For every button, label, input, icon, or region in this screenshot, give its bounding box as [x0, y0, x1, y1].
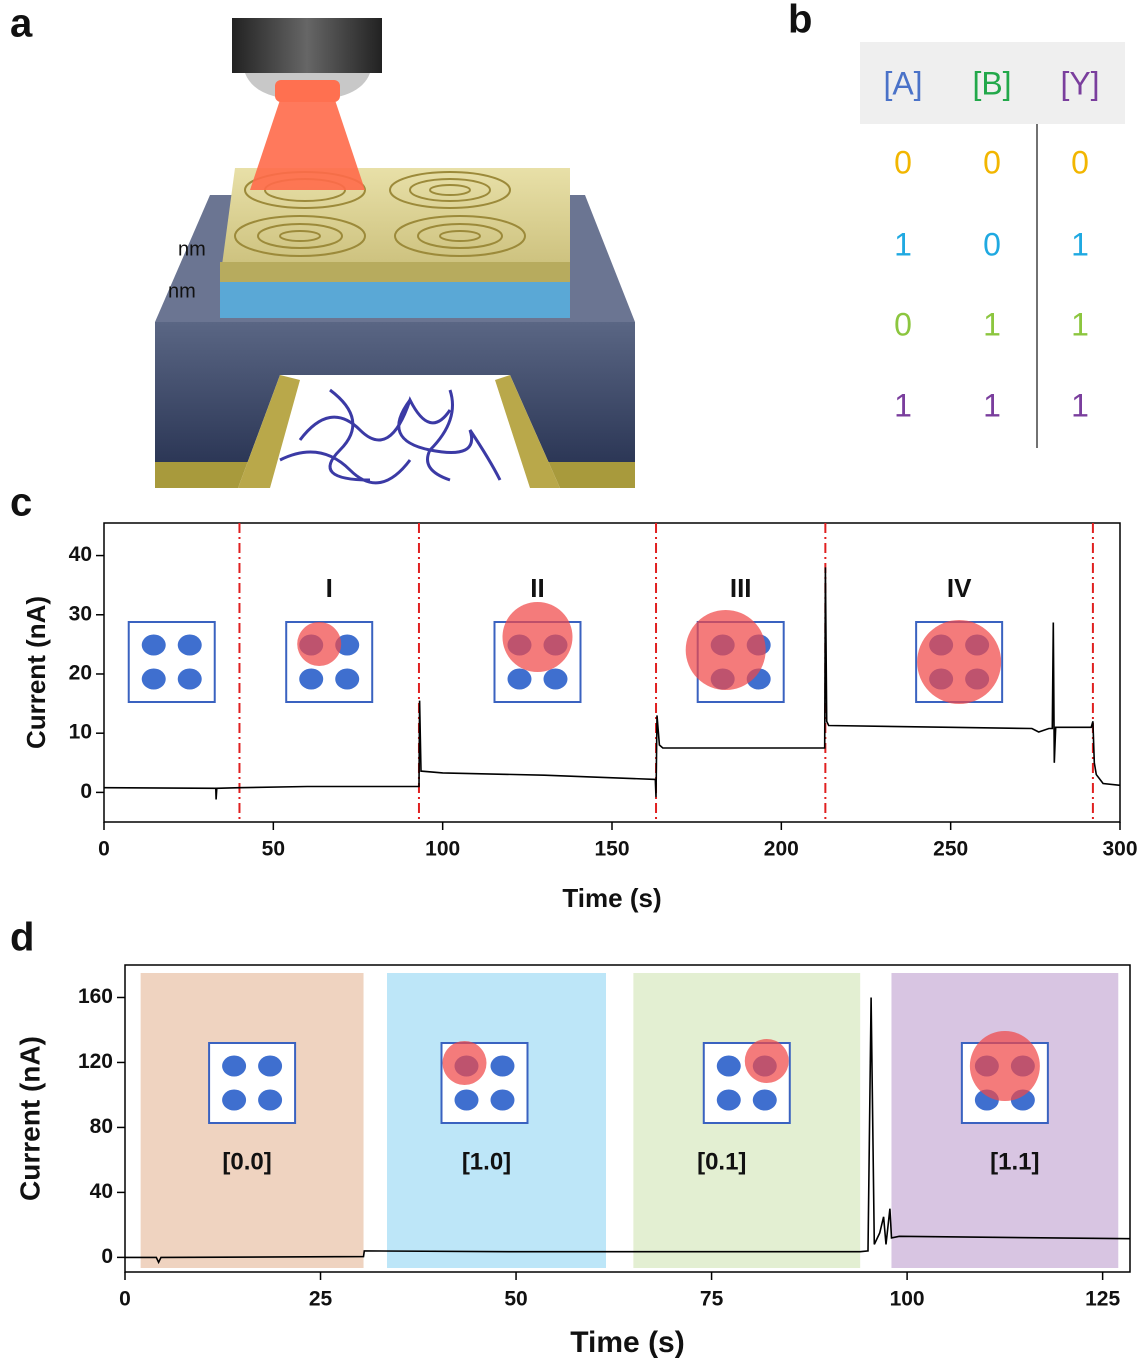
- y-tick-label: 40: [90, 1180, 113, 1203]
- state-label: [1.0]: [462, 1148, 511, 1175]
- light-spot: [745, 1039, 789, 1083]
- light-spot: [297, 622, 341, 666]
- light-spot: [917, 620, 1001, 704]
- table-cell: 1: [1071, 226, 1089, 262]
- x-tick-label: 125: [1085, 1288, 1120, 1311]
- light-spot: [502, 602, 572, 672]
- electrode: [178, 635, 202, 656]
- table-cell: 0: [983, 144, 1001, 180]
- table-cell: 0: [1071, 144, 1089, 180]
- electrode: [717, 1090, 741, 1111]
- state-label: [0.1]: [697, 1148, 746, 1175]
- panel-label: d: [10, 916, 34, 960]
- x-tick-label: 0: [98, 838, 110, 861]
- device-illustration: [155, 18, 635, 488]
- x-tick-label: 50: [262, 838, 285, 861]
- table-cell: 0: [894, 144, 912, 180]
- x-tick-label: 75: [700, 1288, 724, 1311]
- y-tick-label: 30: [69, 602, 92, 625]
- chip-icon: [129, 622, 215, 702]
- x-tick-label: 50: [504, 1288, 527, 1311]
- electrode: [454, 1090, 478, 1111]
- table-cell: 1: [983, 306, 1001, 342]
- table-header: [A]: [883, 65, 922, 101]
- x-tick-label: 150: [594, 838, 629, 861]
- phase-label: II: [530, 573, 544, 603]
- table-cell: 1: [1071, 306, 1089, 342]
- x-tick-label: 250: [933, 838, 968, 861]
- electrode: [507, 669, 531, 690]
- x-tick-label: 25: [309, 1288, 333, 1311]
- x-tick-label: 0: [119, 1288, 131, 1311]
- y-axis-title: Current (nA): [14, 1036, 45, 1201]
- panel-label: a: [10, 2, 33, 46]
- light-spot: [970, 1031, 1040, 1101]
- electrode: [543, 669, 567, 690]
- electrode: [717, 1056, 741, 1077]
- x-tick-label: 100: [425, 838, 460, 861]
- y-tick-label: 120: [78, 1050, 113, 1073]
- x-tick-label: 200: [764, 838, 799, 861]
- electrode: [299, 669, 323, 690]
- phase-label: IV: [947, 573, 972, 603]
- layer-label: nm: [168, 280, 196, 302]
- table-cell: 1: [1071, 387, 1089, 423]
- electrode: [142, 669, 166, 690]
- panel-label: c: [10, 481, 32, 525]
- layer-label: nm: [178, 238, 206, 260]
- electrode: [258, 1090, 282, 1111]
- y-axis-title: Current (nA): [21, 596, 51, 749]
- table-cell: 1: [983, 387, 1001, 423]
- y-tick-label: 10: [69, 721, 92, 744]
- electrode: [178, 669, 202, 690]
- electrode: [222, 1056, 246, 1077]
- phase-label: I: [326, 573, 333, 603]
- electrode: [335, 669, 359, 690]
- table-cell: 0: [894, 306, 912, 342]
- electrode: [490, 1090, 514, 1111]
- phase-label: III: [730, 573, 752, 603]
- x-tick-label: 100: [890, 1288, 925, 1311]
- table-header: [Y]: [1060, 65, 1099, 101]
- table-cell: 0: [983, 226, 1001, 262]
- electrode: [753, 1090, 777, 1111]
- light-spot: [442, 1041, 486, 1085]
- table-cell: 1: [894, 387, 912, 423]
- table-header: [B]: [972, 65, 1011, 101]
- state-label: [1.1]: [990, 1148, 1039, 1175]
- y-tick-label: 40: [69, 543, 92, 566]
- figure: a b c d nm nm [A] [B]: [0, 0, 1143, 1362]
- electrode: [258, 1056, 282, 1077]
- electrode: [490, 1056, 514, 1077]
- y-tick-label: 20: [69, 662, 92, 685]
- electrode: [222, 1090, 246, 1111]
- electrode: [142, 635, 166, 656]
- chip-icon: [209, 1043, 295, 1123]
- x-axis-title: Time (s): [562, 883, 661, 913]
- table-cell: 1: [894, 226, 912, 262]
- panel-label: b: [788, 0, 812, 42]
- state-label: [0.0]: [222, 1148, 271, 1175]
- y-tick-label: 0: [101, 1245, 113, 1268]
- light-spot: [686, 610, 766, 690]
- y-tick-label: 80: [90, 1115, 113, 1138]
- x-tick-label: 300: [1102, 838, 1137, 861]
- y-tick-label: 160: [78, 985, 113, 1008]
- x-axis-title: Time (s): [570, 1326, 684, 1359]
- y-tick-label: 0: [80, 780, 92, 803]
